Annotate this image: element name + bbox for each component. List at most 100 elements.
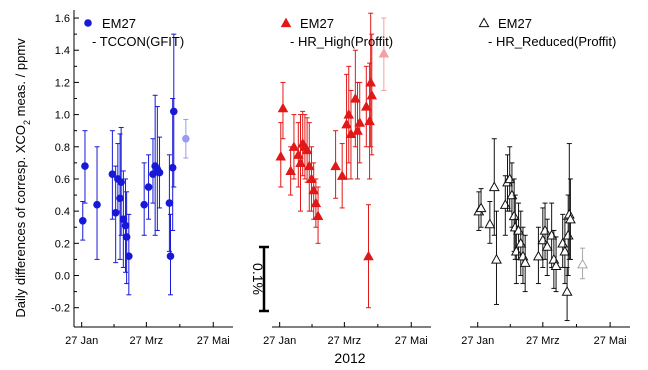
marker bbox=[166, 252, 175, 260]
x-tick-label: 27 Mai bbox=[197, 335, 230, 347]
marker bbox=[541, 240, 553, 251]
scale-bar: 0.1% bbox=[250, 245, 269, 313]
data-point-left-6 bbox=[116, 133, 124, 260]
legend-marker bbox=[280, 17, 292, 28]
x-tick-label: 27 Jan bbox=[263, 335, 296, 347]
data-point-right-1 bbox=[475, 188, 487, 228]
data-point-right-28 bbox=[564, 178, 576, 260]
legend-label-line1: EM27 bbox=[300, 16, 334, 31]
marker bbox=[277, 102, 289, 113]
data-point-left-0 bbox=[78, 200, 87, 241]
marker bbox=[365, 76, 376, 87]
y-axis-label-suffix: meas. / ppmv bbox=[13, 38, 28, 120]
legend-marker bbox=[84, 19, 92, 27]
marker bbox=[539, 224, 551, 235]
data-point-left-21 bbox=[169, 33, 178, 188]
marker bbox=[116, 194, 124, 203]
marker bbox=[559, 245, 571, 256]
legend-label-line2: - TCCON(GFIT) bbox=[92, 34, 184, 49]
x-tick-label: 27 Mai bbox=[395, 335, 428, 347]
x-tick-label: 27 Jan bbox=[65, 335, 98, 347]
y-tick-label: 1.0 bbox=[55, 110, 70, 122]
data-point-middle-25 bbox=[365, 12, 376, 148]
marker bbox=[293, 149, 304, 159]
marker bbox=[288, 141, 300, 151]
marker bbox=[561, 285, 573, 296]
data-point-left-2 bbox=[93, 146, 101, 260]
data-point-left-11 bbox=[125, 213, 133, 296]
data-point-middle-21 bbox=[354, 81, 366, 164]
marker bbox=[341, 118, 352, 129]
data-point-middle-13 bbox=[312, 186, 324, 244]
data-point-right-25 bbox=[561, 266, 573, 322]
marker bbox=[350, 93, 361, 103]
data-point-right-24 bbox=[559, 218, 571, 285]
y-axis-label-prefix: Daily differences of corresp. XCO bbox=[13, 125, 28, 318]
legend-marker bbox=[478, 17, 490, 28]
panel-right: 27 Jan 27 Mrz 27 Mai EM27 - HR_Reduced(Proff… bbox=[461, 16, 630, 347]
data-point-middle-22 bbox=[361, 65, 372, 148]
marker bbox=[515, 237, 527, 248]
y-axis-label: Daily differences of corresp. XCO2 meas.… bbox=[13, 38, 32, 318]
legend-middle: EM27 - HR_High(Proffit) bbox=[280, 16, 393, 49]
marker bbox=[121, 221, 130, 230]
data-point-left-1 bbox=[81, 130, 89, 204]
y-tick-label: 0.6 bbox=[55, 174, 70, 186]
data-point-left-18 bbox=[165, 154, 174, 252]
x-tick-label: 27 Mrz bbox=[130, 335, 164, 347]
data-point-left-17 bbox=[155, 136, 164, 209]
data-point-left-19 bbox=[166, 213, 175, 296]
marker bbox=[144, 183, 153, 191]
marker bbox=[81, 162, 89, 170]
y-tick-label: 0.4 bbox=[55, 206, 70, 218]
panel-left: -0.2 0.0 0.2 0.4 0.6 0.8 1.0 1.2 1.4 1.6 27 Jan 27 … bbox=[51, 10, 233, 347]
data-point-left-8 bbox=[119, 170, 128, 268]
data-point-middle-15 bbox=[336, 143, 348, 209]
y-tick-label: 0.8 bbox=[55, 142, 70, 154]
y-tick-label: -0.2 bbox=[51, 303, 70, 315]
y-tick-label: 0.2 bbox=[55, 238, 70, 250]
data-point-left-3 bbox=[108, 130, 117, 220]
y-axis-label-subscript: 2 bbox=[22, 120, 32, 125]
data-point-right-18 bbox=[539, 202, 551, 260]
legend-left: EM27 - TCCON(GFIT) bbox=[84, 16, 184, 49]
marker bbox=[330, 160, 341, 171]
data-point-right-22 bbox=[550, 236, 562, 293]
x-tick-label: 27 Mai bbox=[594, 335, 627, 347]
data-point-right-16 bbox=[532, 226, 544, 285]
marker bbox=[275, 151, 287, 161]
data-point-right-19 bbox=[541, 218, 553, 277]
marker bbox=[125, 252, 133, 260]
marker bbox=[169, 107, 178, 116]
data-point-middle-17 bbox=[343, 65, 355, 164]
marker bbox=[508, 210, 520, 221]
faded-point-right bbox=[577, 247, 589, 280]
scale-bar-label: 0.1% bbox=[250, 263, 266, 295]
data-point-right-15 bbox=[519, 234, 531, 293]
data-point-middle-1 bbox=[277, 81, 289, 140]
x-tick-label: 27 Mrz bbox=[526, 335, 560, 347]
data-point-left-20 bbox=[168, 98, 177, 231]
y-tick-label: 1.4 bbox=[55, 45, 70, 57]
faded-point-left bbox=[182, 118, 190, 159]
marker bbox=[363, 250, 374, 261]
marker bbox=[484, 218, 496, 229]
marker bbox=[519, 257, 531, 267]
faded-point-middle bbox=[378, 17, 390, 91]
marker bbox=[537, 234, 549, 245]
data-point-right-2 bbox=[484, 200, 496, 244]
data-point-middle-26 bbox=[366, 33, 378, 156]
data-point-right-3 bbox=[488, 138, 500, 236]
data-point-middle-5 bbox=[295, 114, 306, 212]
marker bbox=[155, 168, 164, 177]
data-point-middle-23 bbox=[363, 204, 374, 309]
legend-label-line1: EM27 bbox=[102, 16, 136, 31]
data-point-left-13 bbox=[144, 154, 153, 220]
marker bbox=[499, 199, 511, 209]
marker bbox=[475, 202, 487, 213]
x-tick-label: 27 Jan bbox=[461, 335, 494, 347]
legend-right: EM27 - HR_Reduced(Proffit) bbox=[478, 16, 616, 49]
marker bbox=[378, 48, 390, 58]
marker bbox=[361, 101, 372, 111]
